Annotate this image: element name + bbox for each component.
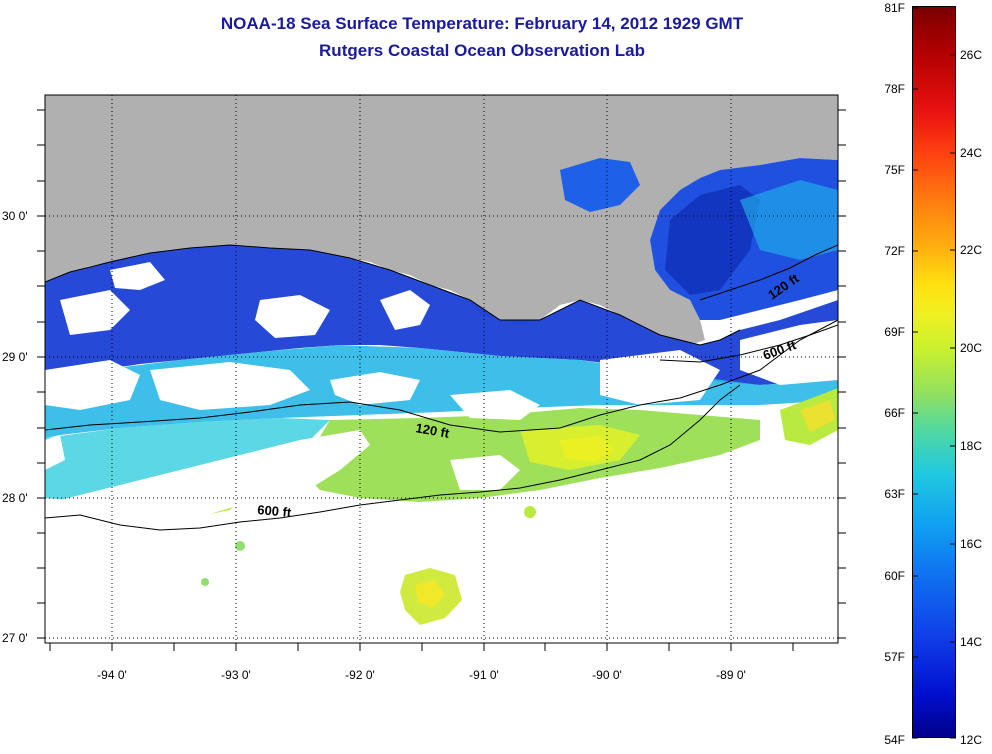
colorbar-label-c: 12C bbox=[960, 733, 983, 747]
colorbar-label-f: 72F bbox=[884, 244, 905, 258]
lon-label: -92 0' bbox=[345, 668, 375, 682]
colorbar bbox=[912, 6, 956, 738]
isobath-600ft bbox=[45, 384, 741, 531]
lon-label: -89 0' bbox=[716, 668, 746, 682]
isobath-label: 120 ft bbox=[414, 420, 451, 441]
colorbar-label-f: 57F bbox=[884, 650, 905, 664]
colorbar-label-c: 18C bbox=[960, 439, 983, 453]
colorbar-label-c: 14C bbox=[960, 635, 983, 649]
colorbar-label-f: 69F bbox=[884, 325, 905, 339]
isobath-label: 600 ft bbox=[257, 502, 293, 520]
colorbar-label-c: 20C bbox=[960, 341, 983, 355]
colorbar-label-c: 26C bbox=[960, 48, 983, 62]
lat-label: 30 0' bbox=[2, 209, 28, 223]
colorbar-label-f: 78F bbox=[884, 82, 905, 96]
colorbar-label-f: 81F bbox=[884, 1, 905, 15]
map-frame bbox=[44, 94, 839, 644]
land-mass bbox=[45, 95, 838, 345]
lon-label: -90 0' bbox=[592, 668, 622, 682]
isobath-120ft bbox=[45, 319, 838, 433]
lat-label: 27 0' bbox=[2, 631, 28, 645]
colorbar-label-f: 66F bbox=[884, 406, 905, 420]
colorbar-label-c: 16C bbox=[960, 537, 983, 551]
lat-label: 28 0' bbox=[2, 491, 28, 505]
lat-label: 29 0' bbox=[2, 350, 28, 364]
colorbar-label-c: 24C bbox=[960, 146, 983, 160]
map-title: NOAA-18 Sea Surface Temperature: Februar… bbox=[220, 14, 744, 33]
lon-label: -91 0' bbox=[469, 668, 499, 682]
lon-label: -94 0' bbox=[97, 668, 127, 682]
axis-ticks bbox=[37, 109, 846, 651]
colorbar-label-f: 54F bbox=[884, 733, 905, 747]
lon-label: -93 0' bbox=[221, 668, 251, 682]
colorbar-label-c: 22C bbox=[960, 243, 983, 257]
graticule bbox=[45, 95, 838, 643]
colorbar-label-f: 60F bbox=[884, 569, 905, 583]
map-subtitle: Rutgers Coastal Ocean Observation Lab bbox=[319, 41, 645, 60]
sst-cold-nearshore bbox=[45, 245, 838, 385]
colorbar-label-f: 75F bbox=[884, 163, 905, 177]
colorbar-label-f: 63F bbox=[884, 487, 905, 501]
cloud-mask bbox=[45, 262, 838, 535]
